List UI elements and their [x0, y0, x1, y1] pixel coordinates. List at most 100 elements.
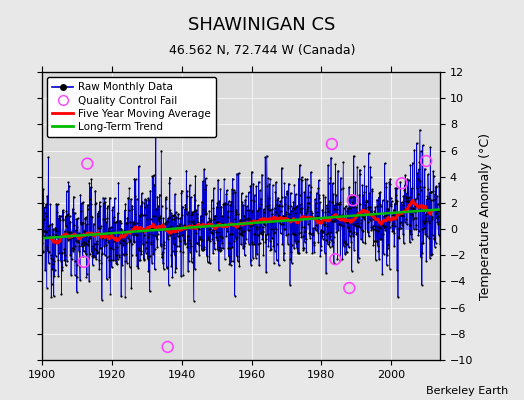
- Point: [165, 179, 173, 186]
- Point: [334, 227, 343, 234]
- Point: [71, 243, 80, 249]
- Point: [102, 242, 110, 248]
- Point: [196, 212, 205, 219]
- Point: [333, 200, 342, 207]
- Point: [155, 213, 163, 220]
- Point: [382, 184, 390, 190]
- Point: [90, 220, 98, 227]
- Point: [307, 231, 315, 238]
- Point: [418, 282, 426, 288]
- Point: [298, 174, 306, 180]
- Point: [74, 236, 82, 242]
- Point: [241, 240, 249, 247]
- Point: [144, 195, 152, 201]
- Point: [349, 233, 357, 239]
- Point: [215, 244, 224, 250]
- Point: [298, 205, 307, 211]
- Point: [134, 265, 143, 272]
- Point: [430, 235, 439, 241]
- Point: [286, 282, 294, 288]
- Point: [186, 248, 194, 255]
- Point: [42, 201, 50, 208]
- Point: [337, 174, 345, 181]
- Point: [181, 206, 189, 212]
- Point: [311, 196, 319, 203]
- Point: [247, 239, 256, 245]
- Point: [127, 196, 135, 202]
- Point: [289, 199, 298, 205]
- Point: [369, 223, 377, 229]
- Point: [330, 234, 338, 240]
- Point: [97, 245, 105, 252]
- Point: [202, 253, 211, 259]
- Point: [341, 240, 350, 247]
- Point: [107, 228, 116, 235]
- Point: [121, 294, 129, 300]
- Point: [307, 169, 315, 175]
- Point: [333, 256, 342, 262]
- Point: [138, 226, 146, 232]
- Point: [124, 195, 132, 202]
- Point: [281, 211, 290, 217]
- Point: [80, 242, 89, 248]
- Point: [400, 206, 408, 212]
- Point: [263, 152, 271, 159]
- Point: [212, 234, 221, 240]
- Point: [174, 223, 183, 230]
- Point: [400, 240, 408, 246]
- Point: [49, 226, 58, 232]
- Point: [93, 238, 101, 245]
- Point: [133, 196, 141, 202]
- Point: [397, 212, 406, 218]
- Point: [265, 181, 274, 188]
- Point: [144, 234, 152, 240]
- Point: [265, 202, 273, 208]
- Point: [409, 205, 418, 211]
- Point: [103, 276, 111, 282]
- Point: [332, 192, 340, 198]
- Point: [148, 213, 157, 220]
- Point: [184, 218, 193, 224]
- Point: [52, 226, 60, 232]
- Point: [69, 206, 77, 212]
- Point: [167, 252, 176, 258]
- Point: [209, 227, 217, 233]
- Point: [45, 249, 53, 255]
- Point: [228, 244, 236, 250]
- Point: [259, 251, 268, 258]
- Point: [73, 215, 82, 221]
- Point: [348, 230, 357, 236]
- Point: [77, 208, 85, 214]
- Point: [248, 222, 257, 228]
- Point: [337, 212, 346, 218]
- Point: [372, 238, 380, 244]
- Point: [339, 185, 347, 192]
- Point: [365, 206, 374, 213]
- Point: [91, 201, 100, 208]
- Point: [228, 175, 237, 182]
- Point: [86, 196, 94, 202]
- Point: [79, 220, 88, 226]
- Point: [240, 242, 248, 249]
- Point: [299, 245, 308, 251]
- Point: [84, 238, 92, 244]
- Point: [199, 246, 208, 253]
- Y-axis label: Temperature Anomaly (°C): Temperature Anomaly (°C): [479, 132, 492, 300]
- Point: [403, 198, 412, 204]
- Point: [434, 232, 443, 238]
- Point: [325, 198, 333, 204]
- Point: [145, 196, 153, 203]
- Point: [309, 225, 318, 231]
- Point: [413, 185, 421, 191]
- Point: [136, 213, 145, 219]
- Point: [277, 230, 285, 237]
- Point: [187, 212, 195, 218]
- Point: [368, 215, 377, 222]
- Point: [223, 228, 232, 234]
- Point: [393, 198, 401, 204]
- Point: [123, 227, 132, 234]
- Point: [324, 230, 333, 236]
- Point: [411, 208, 419, 214]
- Point: [102, 219, 111, 225]
- Point: [342, 249, 351, 255]
